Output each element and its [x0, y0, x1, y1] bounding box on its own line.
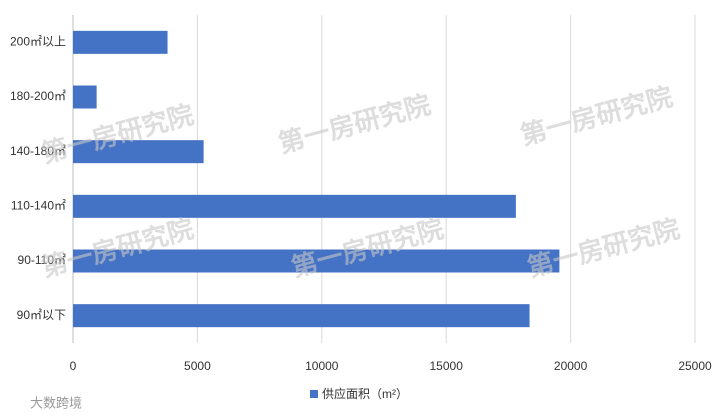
x-tick-label: 0 — [70, 359, 77, 373]
bar — [73, 194, 516, 218]
watermark: 第一房研究院 — [524, 213, 682, 282]
brand: 大数跨境 — [30, 395, 82, 410]
watermark: 第一房研究院 — [275, 89, 433, 158]
y-tick-label: 110-140㎡ — [11, 199, 66, 213]
y-tick-label: 90-110㎡ — [18, 253, 66, 267]
bar — [73, 30, 168, 54]
x-tick-label: 25000 — [678, 359, 712, 373]
x-tick-label: 20000 — [554, 359, 588, 373]
bar — [73, 85, 97, 109]
watermark: 第一房研究院 — [517, 81, 675, 150]
x-tick-label: 15000 — [430, 359, 464, 373]
y-tick-label: 90㎡以下 — [17, 308, 66, 322]
y-tick-label: 200㎡以上 — [10, 35, 66, 49]
bar — [73, 249, 560, 273]
y-tick-label: 180-200㎡ — [10, 89, 66, 103]
legend-label: 供应面积（m²） — [322, 386, 408, 401]
bar — [73, 140, 204, 164]
legend-swatch — [310, 390, 318, 398]
x-tick-label: 5000 — [184, 359, 211, 373]
x-tick-label: 10000 — [305, 359, 339, 373]
y-tick-label: 140-180㎡ — [10, 144, 66, 158]
bar — [73, 304, 530, 328]
